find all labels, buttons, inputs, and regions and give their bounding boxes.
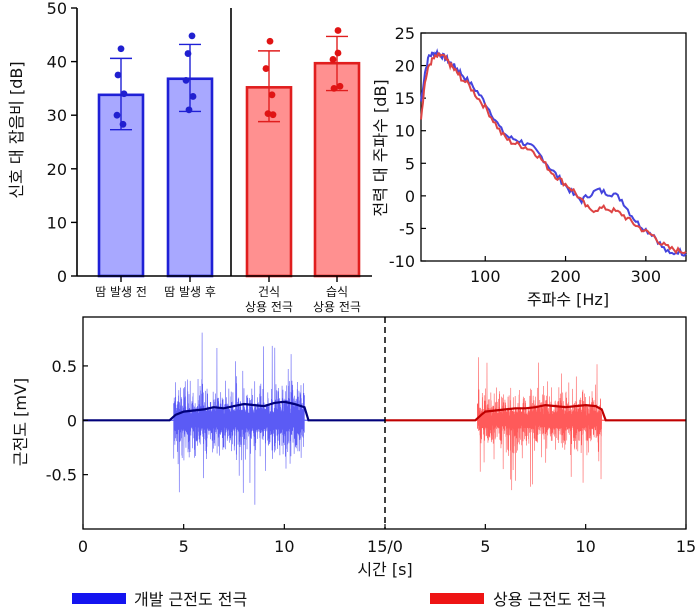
- psd-x-tick-label: 100: [470, 267, 501, 286]
- emg-y-tick-label: 0: [67, 411, 77, 430]
- emg-raw-signal: [173, 332, 305, 505]
- legend: 개발 근전도 전극 상용 근전도 전극: [72, 590, 606, 609]
- snr-data-point: [266, 37, 274, 45]
- emg-x-tick-label: 10: [575, 537, 595, 556]
- psd-y-tick-label: -10: [389, 252, 415, 271]
- psd-series-line: [420, 48, 687, 257]
- legend-swatch-developed: [72, 593, 126, 604]
- emg-y-tick-label: -0.5: [46, 466, 77, 485]
- snr-y-tick-label: 20: [47, 160, 67, 179]
- emg-traces: [83, 332, 686, 505]
- snr-category-label: 땀 발생 후: [164, 285, 216, 299]
- emg-ticks: -0.5 0 0.5 0 5 10 15/0 5 10 15: [46, 357, 696, 556]
- snr-data-point: [329, 56, 337, 63]
- snr-category-label: 상용 전극: [313, 300, 361, 314]
- psd-y-axis-label: 전력 대 주파수 [dB]: [371, 79, 390, 216]
- emg-x-tick-label: 0: [78, 537, 88, 556]
- snr-bars: [97, 27, 361, 278]
- snr-data-point: [269, 111, 277, 119]
- snr-y-tick-label: 30: [47, 106, 67, 125]
- psd-y-tick-label: 20: [395, 57, 415, 76]
- emg-envelope: [83, 400, 385, 422]
- snr-y-tick-label: 10: [47, 213, 67, 232]
- emg-x-axis-label: 시간 [s]: [357, 560, 412, 579]
- emg-x-tick-label: 15/0: [367, 537, 403, 556]
- legend-label-developed: 개발 근전도 전극: [134, 590, 247, 609]
- snr-data-point: [334, 27, 342, 34]
- snr-y-ticks: 0 10 20 30 40 50: [47, 0, 77, 286]
- emg-raw-signal: [477, 357, 603, 491]
- emg-line-chart: 근전도 [mV] 시간 [s] -0.5 0 0.5 0 5 10 15/0 5 10 15: [11, 316, 696, 579]
- snr-data-point: [268, 91, 276, 99]
- psd-y-tick-label: 0: [405, 187, 415, 206]
- snr-data-point: [334, 49, 342, 57]
- snr-data-point: [185, 106, 193, 114]
- psd-plot-frame: [420, 32, 687, 262]
- snr-bar: [313, 61, 361, 278]
- psd-y-tick-label: 10: [395, 122, 415, 141]
- emg-y-axis-label: 근전도 [mV]: [11, 378, 30, 466]
- snr-y-tick-label: 40: [47, 53, 67, 72]
- psd-series-line: [420, 52, 687, 255]
- snr-category-label: 건식: [258, 285, 280, 299]
- snr-category-label: 상용 전극: [245, 300, 293, 314]
- psd-x-tick-label: 300: [631, 267, 662, 286]
- snr-data-point: [188, 32, 196, 40]
- emg-x-tick-label: 15: [676, 537, 696, 556]
- emg-x-tick-label: 5: [179, 537, 189, 556]
- snr-data-point: [184, 50, 192, 57]
- psd-x-tick-label: 200: [550, 267, 581, 286]
- snr-bar-chart: 신호 대 잡음비 [dB] 0 10 20 30 40 50 땀 발생 전 땀 발생 후 건식…: [7, 0, 372, 314]
- legend-swatch-commercial: [430, 593, 484, 604]
- psd-y-tick-label: 15: [395, 89, 415, 108]
- legend-label-commercial: 상용 근전도 전극: [493, 590, 606, 609]
- psd-y-tick-label: -5: [399, 219, 415, 238]
- psd-y-tick-label: 25: [395, 24, 415, 43]
- snr-data-point: [262, 65, 270, 72]
- snr-data-point: [119, 120, 127, 128]
- snr-data-point: [117, 45, 125, 53]
- snr-data-point: [114, 71, 122, 79]
- psd-ticks: -10 -5 0 5 10 15 20 25 100 200 300: [389, 24, 661, 286]
- emg-y-tick-label: 0.5: [52, 357, 77, 376]
- snr-category-label: 땀 발생 전: [95, 285, 147, 299]
- psd-line-chart: 전력 대 주파수 [dB] 주파수 [Hz] -10 -5 0 5 10 15 20 25 10…: [371, 24, 687, 309]
- snr-category-label: 습식: [326, 285, 348, 299]
- psd-series: [420, 48, 687, 257]
- psd-x-axis-label: 주파수 [Hz]: [527, 290, 609, 309]
- psd-y-tick-label: 5: [405, 154, 415, 173]
- emg-envelope: [385, 403, 686, 422]
- snr-data-point: [182, 76, 190, 84]
- snr-data-point: [189, 93, 197, 100]
- snr-y-axis-label: 신호 대 잡음비 [dB]: [7, 61, 26, 198]
- snr-data-point: [330, 85, 338, 92]
- snr-y-tick-label: 50: [47, 0, 67, 18]
- snr-data-point: [336, 82, 344, 90]
- snr-data-point: [120, 90, 128, 98]
- snr-data-point: [113, 111, 121, 119]
- emg-x-tick-label: 10: [274, 537, 294, 556]
- snr-y-tick-label: 0: [57, 267, 67, 286]
- emg-x-tick-label: 5: [480, 537, 490, 556]
